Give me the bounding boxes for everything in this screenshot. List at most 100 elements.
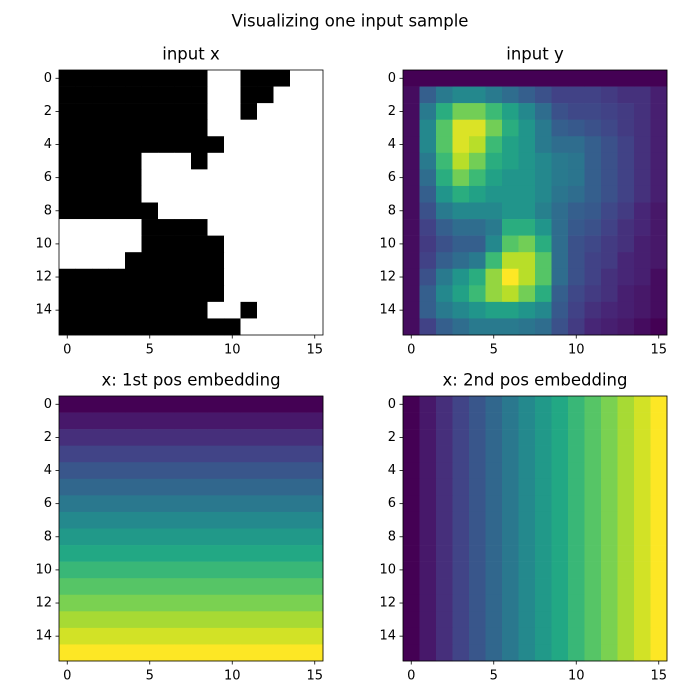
heatmap-cell [419, 268, 437, 286]
heatmap-cell [207, 318, 225, 336]
heatmap-cell [650, 611, 668, 629]
heatmap-cell [125, 318, 142, 336]
heatmap-cell [535, 103, 552, 120]
heatmap-cell [108, 86, 126, 104]
heatmap-cell [650, 561, 668, 579]
heatmap-cell [59, 301, 76, 319]
heatmap-cell [617, 301, 635, 319]
heatmap-cell [518, 396, 536, 413]
heatmap-cell [174, 70, 192, 87]
heatmap-cell [141, 185, 159, 203]
heatmap-cell [634, 594, 651, 612]
heatmap-cell [108, 268, 126, 286]
heatmap-cell [158, 285, 175, 303]
heatmap-cell [452, 528, 470, 546]
heatmap-cell [584, 285, 602, 303]
x-tick-label: 15 [306, 669, 323, 684]
heatmap-cell [403, 478, 420, 496]
heatmap-cell [617, 252, 635, 270]
y-tick-label: 6 [388, 170, 396, 185]
heatmap-cell [141, 511, 159, 529]
axes-frame [58, 69, 324, 336]
heatmap-cell [634, 152, 651, 170]
x-tick-label: 0 [63, 343, 71, 358]
heatmap-cell [568, 627, 585, 645]
heatmap-cell [601, 511, 618, 529]
heatmap-cell [125, 412, 142, 430]
heatmap-cell [257, 70, 274, 87]
heatmap-cell [240, 478, 258, 496]
heatmap-cell [290, 627, 307, 645]
heatmap-cell [452, 70, 470, 87]
y-tick-label: 4 [44, 137, 52, 152]
heatmap-cell [191, 611, 208, 629]
heatmap-cell [535, 429, 552, 446]
x-tick-label: 0 [407, 669, 415, 684]
heatmap-cell [92, 235, 109, 253]
heatmap-cell [207, 70, 225, 87]
heatmap-cell [92, 285, 109, 303]
heatmap-cell [617, 235, 635, 253]
heatmap-cell [108, 627, 126, 645]
heatmap-cell [617, 185, 635, 203]
heatmap-cell [601, 644, 618, 662]
heatmap-cell [419, 412, 437, 430]
heatmap-cell [273, 495, 291, 513]
heatmap-cell [174, 445, 192, 463]
heatmap-cell [502, 462, 519, 480]
heatmap-cell [403, 285, 420, 303]
heatmap-cell [469, 528, 486, 546]
heatmap-cell [59, 152, 76, 170]
heatmap-cell [650, 86, 668, 104]
x-tick-label: 10 [568, 343, 585, 358]
heatmap-cell [601, 285, 618, 303]
heatmap-cell [584, 396, 602, 413]
heatmap-cell [290, 119, 307, 137]
heatmap-cell [290, 445, 307, 463]
heatmap-cell [273, 103, 291, 120]
heatmap-cell [125, 235, 142, 253]
heatmap-cell [535, 169, 552, 187]
heatmap-cell [290, 644, 307, 662]
heatmap-cell [59, 478, 76, 496]
heatmap-cell [419, 611, 437, 629]
heatmap-cell [584, 545, 602, 562]
heatmap-cell [419, 578, 437, 596]
heatmap-cell [551, 528, 569, 546]
heatmap-cell [551, 462, 569, 480]
heatmap-cell [452, 611, 470, 629]
heatmap-cell [158, 152, 175, 170]
heatmap-cell [469, 412, 486, 430]
heatmap-cell [158, 202, 175, 220]
heatmap-cell [584, 119, 602, 137]
heatmap-cell [92, 511, 109, 529]
heatmap-cell [224, 445, 241, 463]
heatmap-cell [551, 545, 569, 562]
heatmap-cell [650, 462, 668, 480]
heatmap-cell [125, 285, 142, 303]
heatmap-cell [141, 528, 159, 546]
heatmap-cell [650, 445, 668, 463]
y-tick-label: 6 [44, 496, 52, 511]
heatmap-cell [535, 202, 552, 220]
heatmap-cell [207, 119, 225, 137]
heatmap-cell [650, 318, 668, 336]
heatmap-cell [535, 301, 552, 319]
heatmap-cell [551, 219, 569, 236]
heatmap-cell [617, 396, 635, 413]
heatmap-cell [502, 396, 519, 413]
heatmap-cell [290, 152, 307, 170]
heatmap-cell [452, 136, 470, 154]
heatmap-cell [141, 429, 159, 446]
heatmap-cell [75, 185, 93, 203]
heatmap-cell [207, 528, 225, 546]
heatmap-cell [419, 644, 437, 662]
heatmap-cell [257, 285, 274, 303]
heatmap-cell [306, 169, 324, 187]
heatmap-cell [551, 235, 569, 253]
heatmap-cell [617, 285, 635, 303]
heatmap-cell [224, 103, 241, 120]
heatmap-cell [634, 611, 651, 629]
heatmap-cell [634, 202, 651, 220]
heatmap-cell [125, 86, 142, 104]
